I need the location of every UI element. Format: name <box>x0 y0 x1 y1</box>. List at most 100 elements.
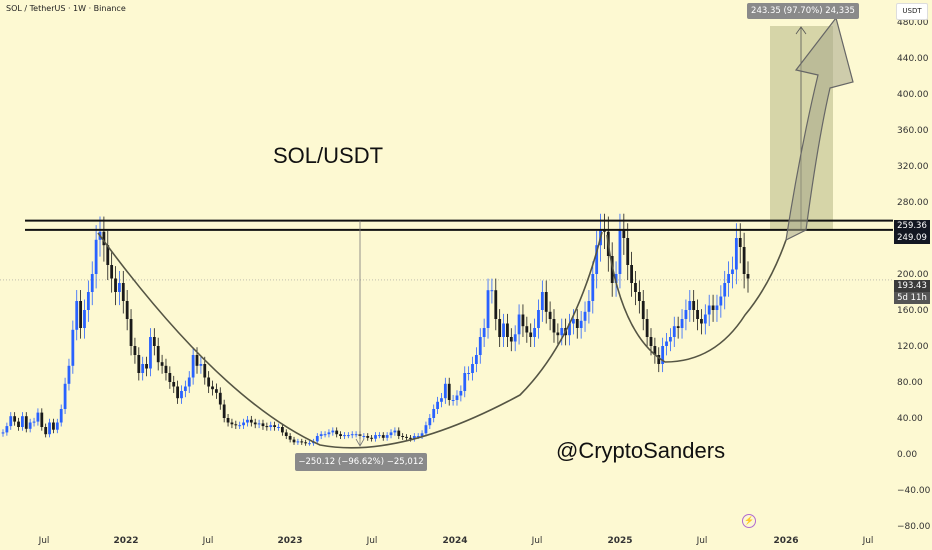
candle-body <box>715 305 719 310</box>
candle-body <box>121 283 125 301</box>
candle-body <box>451 400 455 401</box>
y-tick-label: −80.00 <box>897 522 931 532</box>
candle-body <box>222 404 226 418</box>
candle-body <box>746 274 750 279</box>
candle-body <box>634 283 637 292</box>
candle-body <box>579 320 583 328</box>
candle-body <box>653 346 657 355</box>
candle-body <box>502 323 505 337</box>
candle-body <box>509 337 513 342</box>
candle-body <box>1 432 5 434</box>
candle-body <box>203 364 207 378</box>
candle-body <box>284 432 288 436</box>
candle-body <box>684 310 688 319</box>
candle-body <box>622 229 626 238</box>
candle-body <box>141 364 145 373</box>
candle-body <box>234 424 238 426</box>
candle-body <box>114 278 117 292</box>
y-tick-label: 280.00 <box>897 198 929 208</box>
candle-body <box>319 434 323 436</box>
candle-body <box>560 328 564 336</box>
candle-body <box>731 269 734 274</box>
candle-body <box>230 422 234 425</box>
candle-body <box>440 398 443 402</box>
candle-body <box>521 314 525 327</box>
y-tick-label: 80.00 <box>897 378 923 388</box>
candle-body <box>63 383 67 409</box>
candle-body <box>90 274 94 292</box>
lightning-icon[interactable]: ⚡ <box>742 514 756 528</box>
candle-body <box>688 301 692 310</box>
candle-body <box>517 314 521 335</box>
y-tick-label: 440.00 <box>897 54 929 64</box>
candle-body <box>55 422 59 430</box>
candle-body <box>315 436 319 442</box>
candle-body <box>335 430 339 435</box>
candle-body <box>195 355 199 366</box>
candle-body <box>498 319 502 337</box>
candle-body <box>36 412 40 422</box>
candle-body <box>571 319 575 324</box>
candle-body <box>52 422 55 430</box>
candle-body <box>164 365 168 373</box>
candle-body <box>152 337 156 346</box>
candle-body <box>401 436 405 437</box>
candle-body <box>24 416 28 429</box>
candle-body <box>327 432 331 435</box>
candle-body <box>595 245 599 274</box>
candle-body <box>238 425 242 427</box>
candle-body <box>106 245 110 265</box>
y-tick-label: 120.00 <box>897 342 929 352</box>
candle-body <box>641 301 645 319</box>
candle-body <box>540 292 544 310</box>
candle-body <box>343 435 346 437</box>
candle-body <box>83 310 86 328</box>
candle-body <box>67 365 71 384</box>
candle-body <box>199 364 203 366</box>
candle-body <box>304 442 308 444</box>
candle-body <box>506 323 509 337</box>
symbol-header[interactable]: SOL / TetherUS · 1W · Binance <box>6 4 126 13</box>
y-tick-label: 200.00 <box>897 270 929 280</box>
candle-body <box>614 274 618 283</box>
candle-body <box>587 301 591 312</box>
candle-body <box>296 441 300 443</box>
candle-body <box>412 436 416 439</box>
candle-body <box>59 409 63 423</box>
y-tick-label: −40.00 <box>897 486 931 496</box>
candle-body <box>125 301 129 319</box>
candle-body <box>71 329 75 366</box>
candle-body <box>676 326 680 328</box>
x-tick-label: Jul <box>696 536 708 546</box>
x-tick-label: 2026 <box>773 536 798 546</box>
candle-body <box>44 427 48 435</box>
candle-body <box>160 362 164 366</box>
pair-title: SOL/USDT <box>273 143 384 168</box>
candle-body <box>700 319 703 324</box>
x-tick-label: 2022 <box>113 536 138 546</box>
target-arrowhead <box>795 26 807 35</box>
candle-body <box>28 422 32 429</box>
candle-body <box>742 247 746 274</box>
candle-body <box>447 383 451 400</box>
candle-body <box>102 231 106 246</box>
candle-body <box>552 319 556 333</box>
y-tick-label: 0.00 <box>897 450 917 460</box>
candle-body <box>79 301 83 328</box>
candle-body <box>556 332 560 336</box>
candle-body <box>137 355 141 373</box>
candle-body <box>9 416 13 427</box>
candle-body <box>707 305 711 315</box>
candle-body <box>323 434 327 436</box>
candle-body <box>455 395 459 400</box>
candle-body <box>133 346 137 355</box>
candle-body <box>618 229 622 274</box>
candle-body <box>261 423 265 427</box>
currency-badge[interactable]: USDT <box>896 3 928 20</box>
candle-body <box>292 439 296 443</box>
candle-body <box>548 311 552 319</box>
candle-body <box>474 355 478 364</box>
candle-body <box>537 310 540 328</box>
